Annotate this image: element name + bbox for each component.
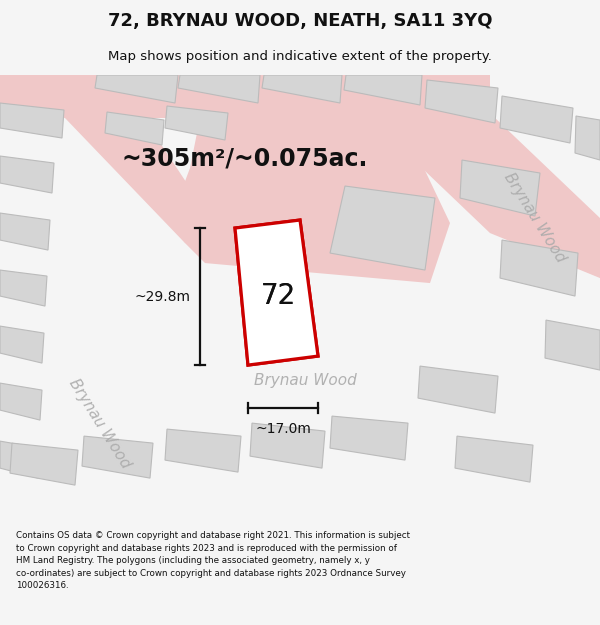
Polygon shape bbox=[235, 220, 318, 365]
Text: ~17.0m: ~17.0m bbox=[255, 422, 311, 436]
Polygon shape bbox=[95, 75, 178, 103]
Polygon shape bbox=[175, 118, 450, 283]
Polygon shape bbox=[0, 156, 54, 193]
Text: Brynau Wood: Brynau Wood bbox=[502, 171, 569, 266]
Polygon shape bbox=[250, 423, 325, 468]
Polygon shape bbox=[460, 160, 540, 216]
Polygon shape bbox=[0, 270, 47, 306]
Polygon shape bbox=[105, 112, 164, 145]
Polygon shape bbox=[165, 429, 241, 472]
Polygon shape bbox=[262, 75, 342, 103]
Polygon shape bbox=[0, 441, 40, 478]
Polygon shape bbox=[115, 75, 490, 118]
Polygon shape bbox=[545, 320, 600, 370]
Polygon shape bbox=[418, 366, 498, 413]
Polygon shape bbox=[425, 80, 498, 123]
Polygon shape bbox=[500, 96, 573, 143]
Polygon shape bbox=[0, 103, 64, 138]
Polygon shape bbox=[10, 443, 78, 485]
Text: 72: 72 bbox=[260, 282, 296, 310]
Polygon shape bbox=[0, 75, 210, 243]
Polygon shape bbox=[575, 116, 600, 160]
Polygon shape bbox=[330, 416, 408, 460]
Polygon shape bbox=[500, 240, 578, 296]
Text: ~29.8m: ~29.8m bbox=[134, 289, 190, 304]
Text: ~305m²/~0.075ac.: ~305m²/~0.075ac. bbox=[122, 146, 368, 170]
Text: Brynau Wood: Brynau Wood bbox=[67, 376, 134, 471]
Polygon shape bbox=[344, 75, 422, 105]
Text: 72: 72 bbox=[260, 282, 296, 310]
Text: Contains OS data © Crown copyright and database right 2021. This information is : Contains OS data © Crown copyright and d… bbox=[16, 531, 410, 590]
Polygon shape bbox=[0, 213, 50, 250]
Polygon shape bbox=[0, 326, 44, 363]
Polygon shape bbox=[0, 383, 42, 420]
Polygon shape bbox=[82, 436, 153, 478]
Polygon shape bbox=[330, 186, 435, 270]
Polygon shape bbox=[165, 106, 228, 140]
Polygon shape bbox=[380, 75, 600, 278]
Polygon shape bbox=[455, 436, 533, 482]
Polygon shape bbox=[235, 220, 318, 365]
Polygon shape bbox=[178, 75, 260, 103]
Text: 72, BRYNAU WOOD, NEATH, SA11 3YQ: 72, BRYNAU WOOD, NEATH, SA11 3YQ bbox=[108, 12, 492, 30]
Text: Brynau Wood: Brynau Wood bbox=[254, 372, 356, 388]
Text: Map shows position and indicative extent of the property.: Map shows position and indicative extent… bbox=[108, 50, 492, 62]
